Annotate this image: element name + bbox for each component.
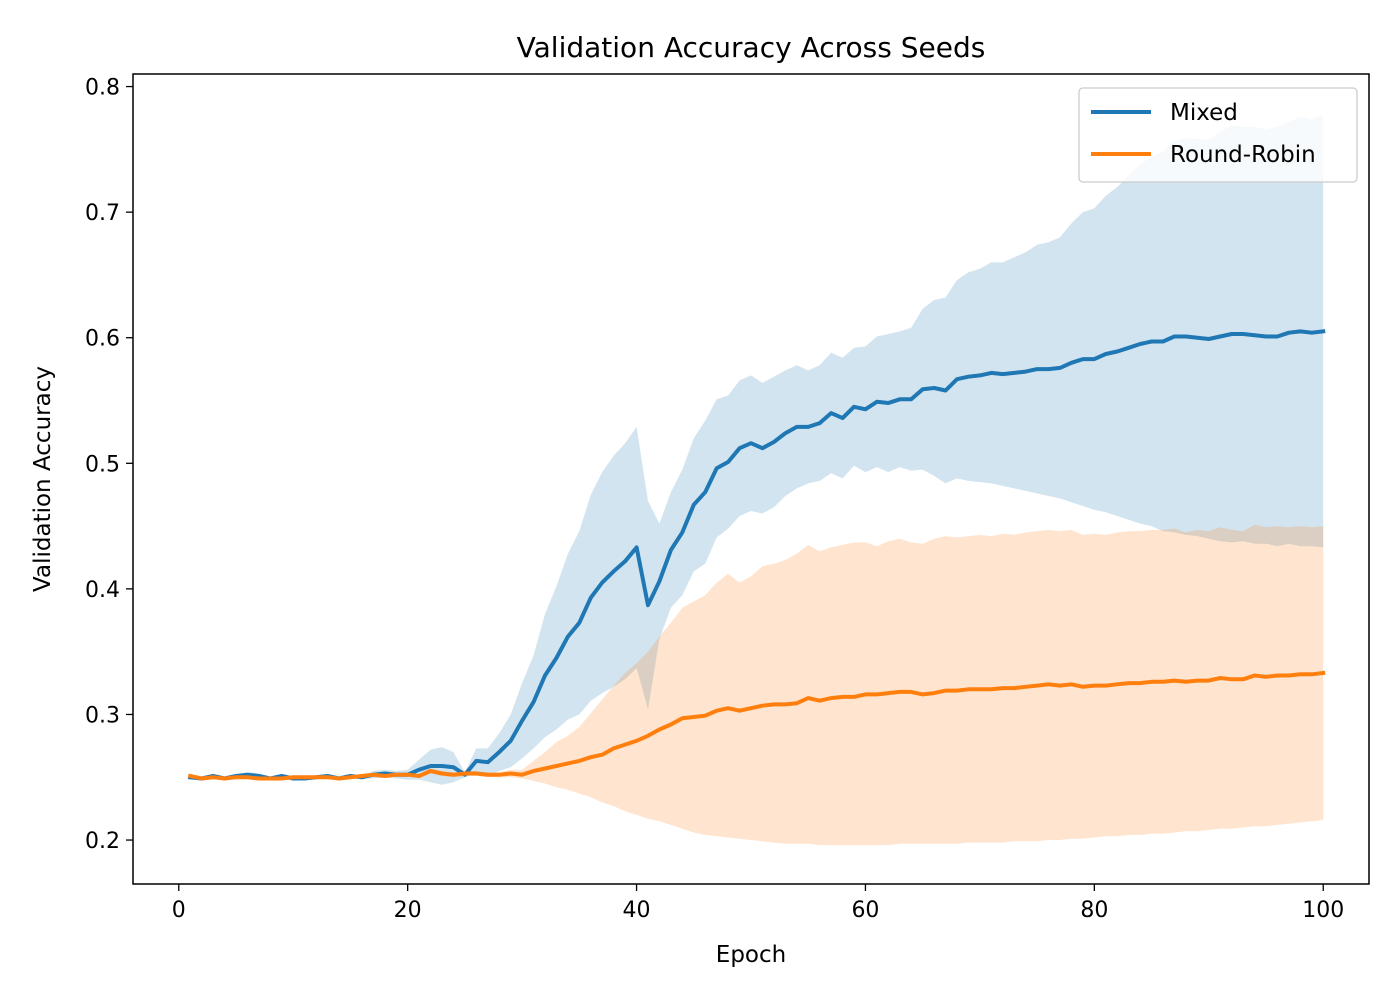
x-tick-label: 100 — [1302, 898, 1344, 923]
confidence-bands — [190, 115, 1324, 846]
y-tick-label: 0.5 — [85, 452, 120, 477]
y-tick-label: 0.2 — [85, 829, 120, 854]
y-tick-label: 0.6 — [85, 327, 120, 352]
band-round-robin — [190, 524, 1324, 846]
x-tick-label: 0 — [172, 898, 186, 923]
x-tick-label: 20 — [394, 898, 422, 923]
legend-label-round-robin: Round-Robin — [1170, 142, 1316, 168]
y-tick-label: 0.7 — [85, 201, 120, 226]
y-tick-label: 0.8 — [85, 76, 120, 101]
legend: Mixed Round-Robin — [1078, 87, 1358, 183]
chart-title: Validation Accuracy Across Seeds — [517, 31, 986, 64]
band-mixed — [190, 115, 1324, 785]
x-tick-label: 60 — [851, 898, 879, 923]
x-axis-ticks: 0 20 40 60 80 100 — [172, 884, 1344, 923]
line-round-robin — [187, 670, 1326, 781]
legend-label-mixed: Mixed — [1170, 100, 1238, 126]
x-axis-label: Epoch — [716, 942, 786, 968]
y-axis-label: Validation Accuracy — [30, 366, 56, 592]
y-tick-label: 0.4 — [85, 578, 120, 603]
plot-frame — [132, 73, 1370, 885]
y-axis-ticks: 0.2 0.3 0.4 0.5 0.6 0.7 0.8 — [85, 76, 133, 854]
x-tick-label: 80 — [1080, 898, 1108, 923]
series-lines — [187, 329, 1326, 781]
x-tick-label: 40 — [623, 898, 651, 923]
y-tick-label: 0.3 — [85, 703, 120, 728]
